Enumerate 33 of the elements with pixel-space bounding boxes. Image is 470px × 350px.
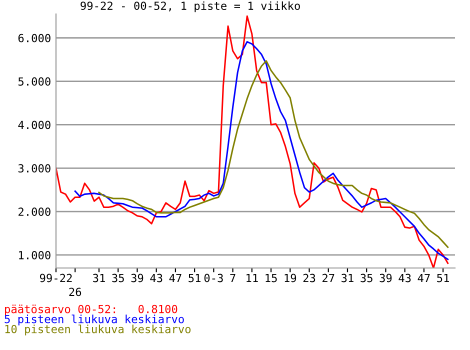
x-tick-label: 35	[112, 274, 124, 282]
x-tick-label: 43	[398, 274, 411, 282]
x-tick-label: 11	[246, 274, 258, 282]
x-tick-label: 51	[188, 274, 201, 282]
x-tick-label: 7	[230, 274, 236, 282]
y-tick-label: 2.000	[18, 208, 50, 216]
x-tick-label: 31	[342, 274, 354, 282]
y-tick-label: 6.000	[18, 34, 50, 42]
x-tick-label: 43	[150, 274, 162, 282]
x-tick-label: 39	[131, 274, 144, 282]
x-tick-label: 47	[418, 274, 430, 282]
x-tick-label: 51	[437, 274, 449, 282]
y-tick-label: 5.000	[18, 77, 50, 86]
x-tick-label: 39	[380, 274, 392, 282]
x-tick-label: 26	[69, 288, 82, 296]
chart-title: 99-22 - 00-52, 1 piste = 1 viikko	[80, 1, 300, 12]
x-tick-label: 19	[284, 274, 296, 282]
x-tick-label: 0-3	[204, 274, 223, 282]
y-tick-label: 1.000	[19, 250, 50, 260]
line-series	[74, 41, 449, 260]
text: päätösarvo 00-52: 0.8100	[5, 304, 178, 316]
x-tick-label: 15	[266, 274, 277, 282]
x-tick-label: 23	[303, 274, 316, 282]
x-tick-label: 47	[169, 274, 182, 282]
line-series	[98, 60, 449, 248]
text: 10 pisteen liukuva keskiarvo	[5, 324, 191, 336]
x-tick-label: 99-22	[40, 274, 72, 282]
x-tick-label: 31	[93, 274, 105, 282]
y-tick-label: 4.000	[18, 120, 50, 130]
x-tick-label: 35	[360, 274, 372, 282]
y-tick-label: 3.000	[18, 164, 50, 173]
text: 5 pisteen liukuva keskiarvo	[4, 314, 184, 326]
x-tick-label: 27	[322, 274, 334, 282]
